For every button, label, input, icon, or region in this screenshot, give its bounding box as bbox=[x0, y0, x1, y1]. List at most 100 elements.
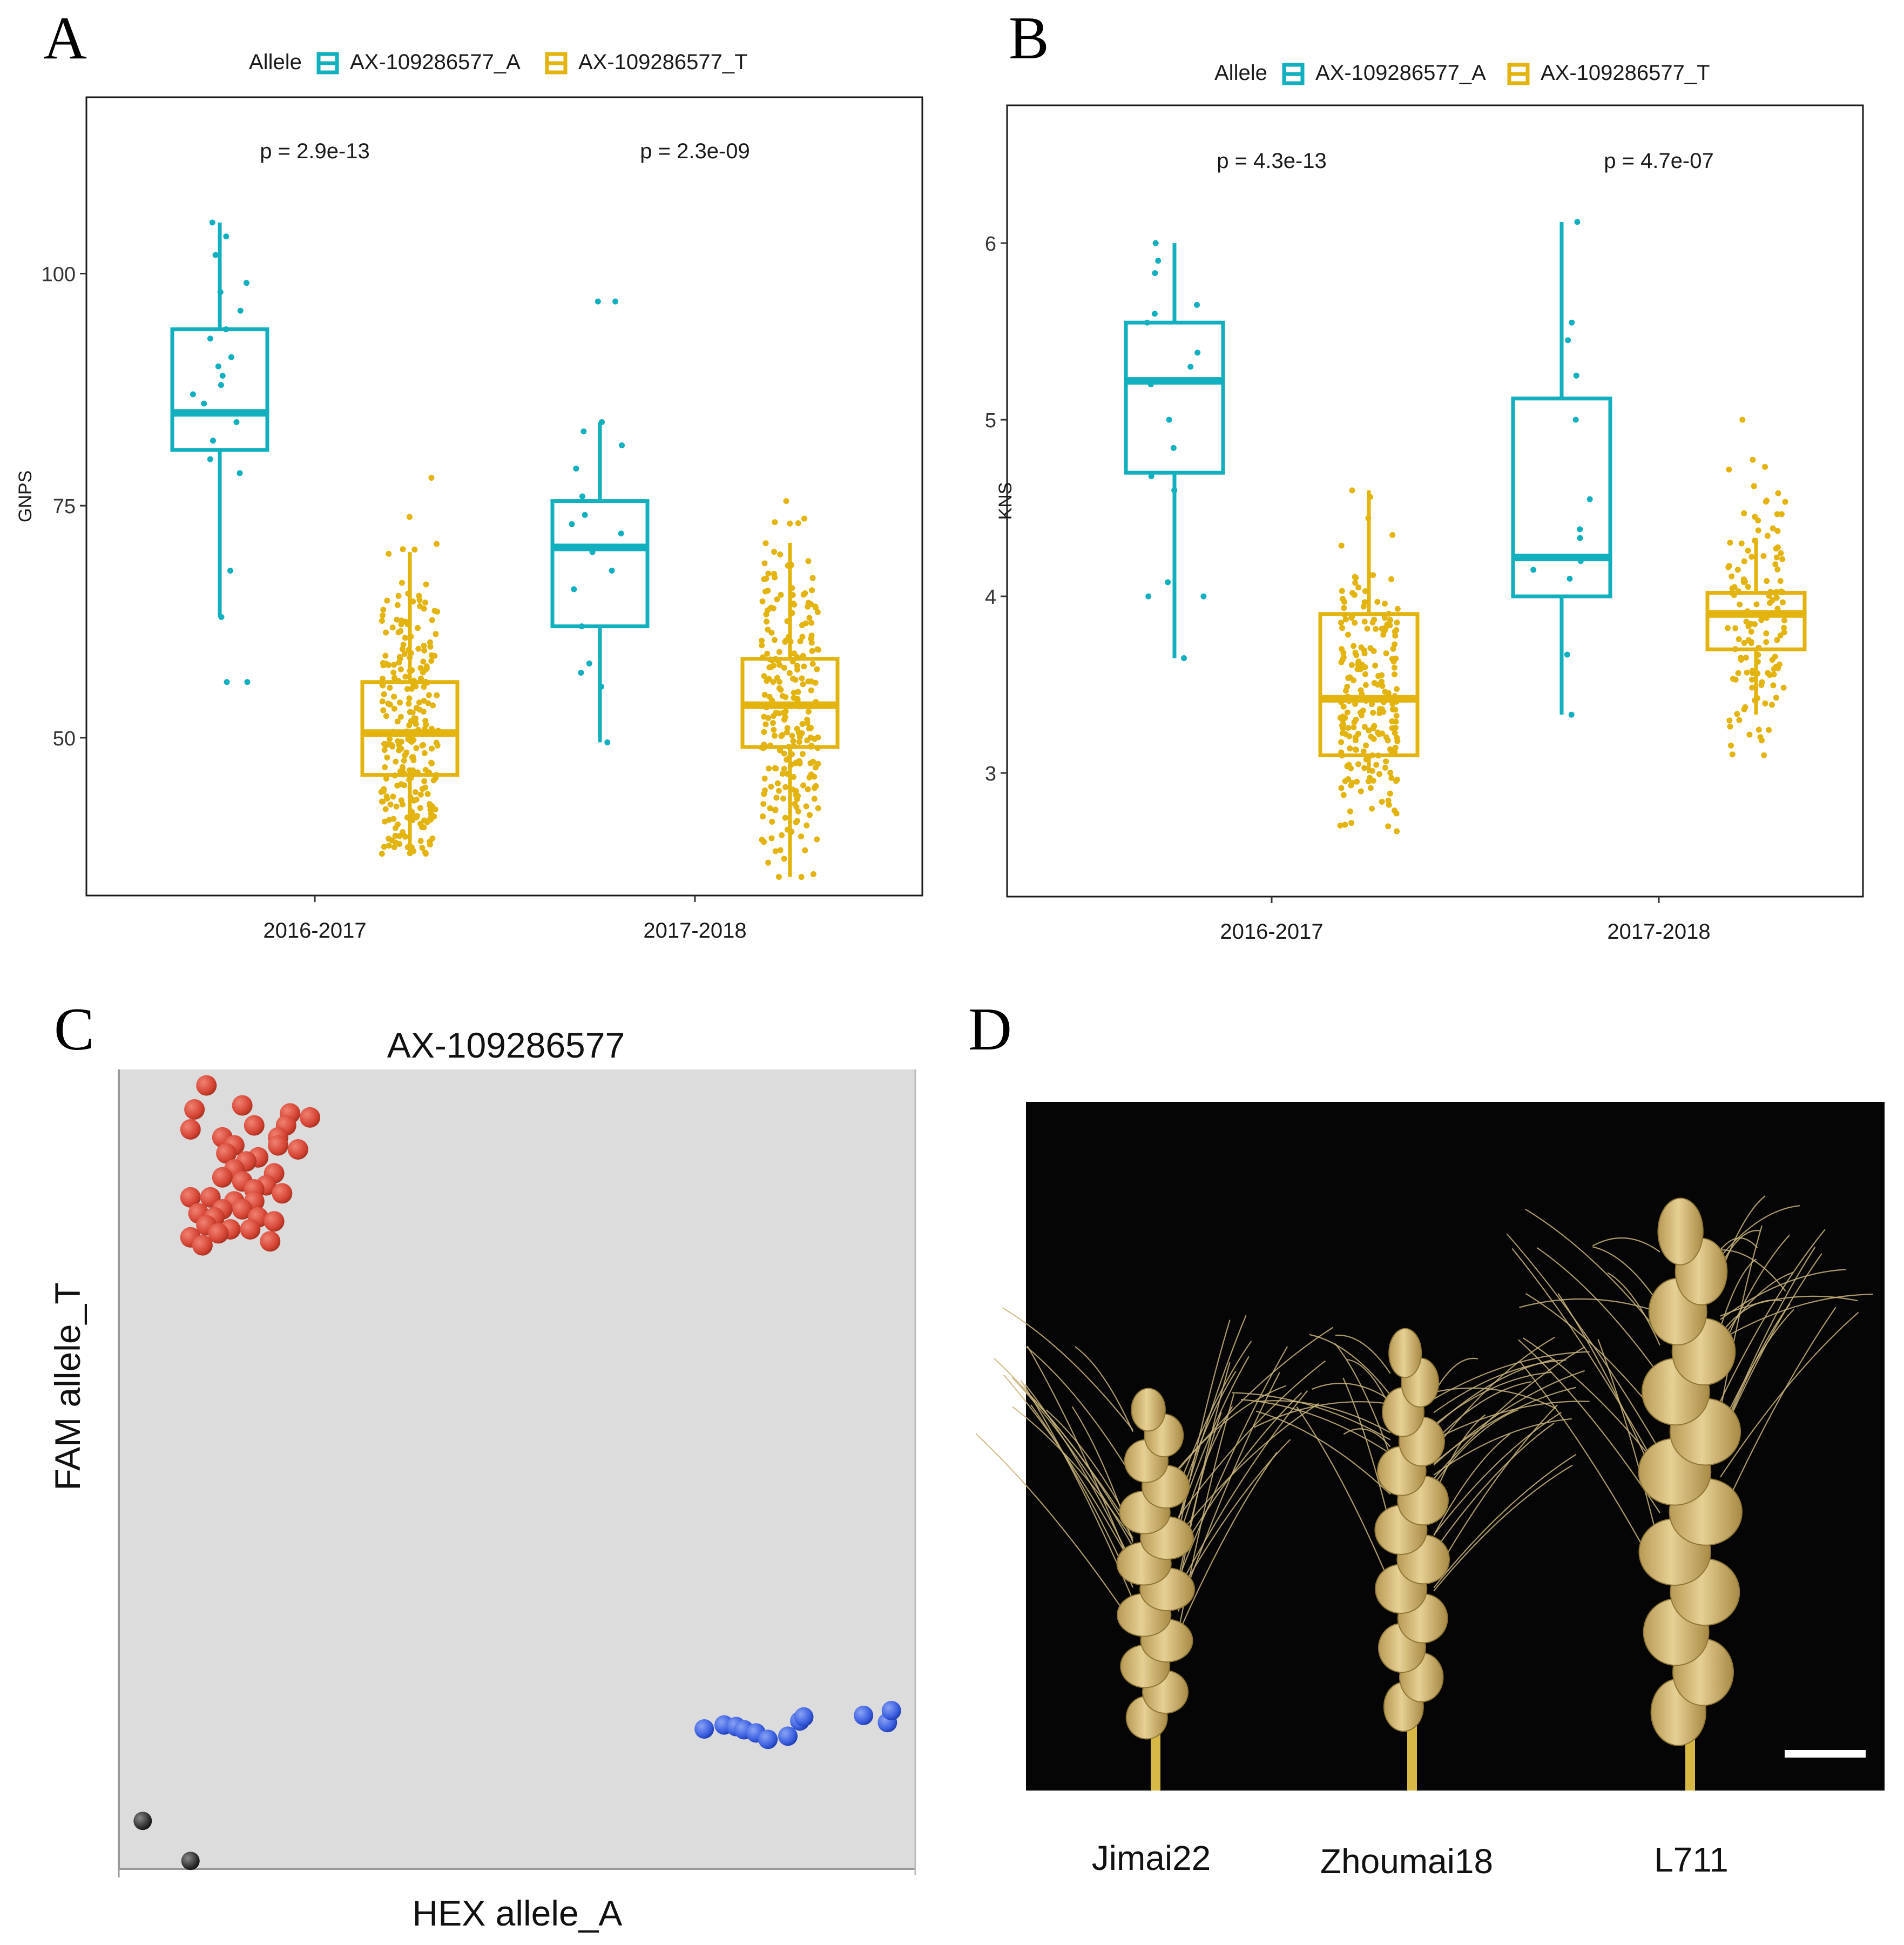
chart-b-point-s1-2017 bbox=[1762, 463, 1768, 470]
chart-b-point-s0-2016 bbox=[1145, 593, 1152, 600]
chart-a-point-s1-2016 bbox=[393, 758, 399, 765]
chart-b-point-s0-2016 bbox=[1166, 416, 1172, 423]
chart-a-point-s1-2016 bbox=[427, 816, 434, 822]
chart-b-point-s1-2016 bbox=[1352, 591, 1358, 598]
chart-a-point-s1-2016 bbox=[430, 702, 436, 709]
chart-a-point-s1-2017 bbox=[796, 738, 802, 745]
chart-a-point-s1-2017 bbox=[761, 714, 767, 720]
chart-a-point-s1-2017 bbox=[768, 835, 775, 842]
chart-b-point-s1-2016 bbox=[1351, 719, 1358, 725]
chart-a-point-s1-2017 bbox=[809, 661, 816, 667]
chart-a-point-s1-2017 bbox=[794, 696, 801, 702]
chart-a-point-s1-2016 bbox=[386, 836, 392, 842]
chart-b-point-s1-2016 bbox=[1339, 722, 1345, 729]
chart-b-point-s1-2016 bbox=[1358, 788, 1364, 795]
chart-a-point-s0-2016 bbox=[233, 419, 240, 426]
chart-b-point-s0-2017 bbox=[1574, 219, 1581, 225]
chart-a-point-s0-2016 bbox=[190, 391, 196, 398]
chart-c-point-red bbox=[180, 1119, 201, 1140]
chart-a-point-s1-2016 bbox=[410, 797, 417, 804]
spike-jimai22-awn bbox=[1178, 1392, 1302, 1557]
chart-b-point-s1-2017 bbox=[1741, 510, 1747, 516]
spike-zhoumai18-awn bbox=[1433, 1359, 1567, 1414]
spike-jimai22-awn bbox=[1177, 1372, 1280, 1612]
chart-b-point-s0-2017 bbox=[1530, 567, 1537, 573]
chart-a-point-s0-2016 bbox=[223, 233, 229, 240]
chart-b-point-s1-2017 bbox=[1779, 599, 1786, 605]
spike-l711-awn bbox=[1597, 1339, 1661, 1550]
chart-a-point-s1-2016 bbox=[421, 778, 428, 784]
chart-b-point-s1-2017 bbox=[1729, 751, 1736, 758]
chart-b-point-s1-2016 bbox=[1361, 647, 1367, 654]
chart-b-point-s1-2016 bbox=[1338, 785, 1345, 791]
chart-b-point-s1-2017 bbox=[1778, 550, 1784, 556]
chart-b-point-s1-2017 bbox=[1774, 566, 1781, 573]
chart-b-ylabel: KNS bbox=[995, 482, 1016, 520]
chart-b-point-s1-2016 bbox=[1367, 785, 1374, 791]
chart-b-point-s1-2017 bbox=[1763, 630, 1770, 637]
chart-a-point-s1-2016 bbox=[382, 806, 389, 812]
chart-a-point-s1-2017 bbox=[765, 570, 772, 577]
chart-a-point-s1-2016 bbox=[433, 631, 439, 637]
chart-b-point-s1-2017 bbox=[1737, 601, 1743, 608]
chart-b-point-s1-2017 bbox=[1758, 737, 1765, 744]
chart-b-point-s1-2016 bbox=[1369, 805, 1375, 812]
chart-a-point-s1-2017 bbox=[791, 650, 798, 657]
spike-jimai22 bbox=[975, 1307, 1333, 1791]
chart-b-point-s0-2016 bbox=[1187, 364, 1194, 370]
chart-a-point-s1-2017 bbox=[808, 601, 814, 608]
chart-a-point-s0-2016 bbox=[237, 307, 244, 314]
chart-b-point-s1-2017 bbox=[1751, 483, 1757, 489]
chart-a-point-s1-2016 bbox=[427, 801, 433, 807]
chart-b-point-s1-2016 bbox=[1391, 664, 1397, 671]
chart-a-point-s0-2017 bbox=[580, 428, 587, 435]
chart-b-point-s1-2016 bbox=[1387, 622, 1393, 629]
chart-b-point-s1-2016 bbox=[1392, 641, 1398, 648]
chart-a-point-s1-2016 bbox=[384, 754, 390, 760]
chart-a-point-s1-2017 bbox=[761, 560, 768, 567]
chart-a-point-s1-2016 bbox=[411, 546, 418, 553]
chart-a-point-s1-2016 bbox=[419, 845, 426, 851]
chart-b-point-s1-2017 bbox=[1771, 666, 1777, 672]
chart-a-point-s1-2016 bbox=[393, 803, 400, 810]
spike-l711-awn bbox=[1719, 1307, 1837, 1518]
chart-b-point-s1-2016 bbox=[1340, 714, 1346, 720]
chart-a-point-s1-2017 bbox=[792, 676, 799, 683]
chart-a-point-s0-2016 bbox=[218, 382, 224, 388]
legend-b: Allele AX-109286577_A AX-109286577_T bbox=[1214, 61, 1710, 85]
chart-b-point-s1-2017 bbox=[1743, 655, 1749, 661]
spike-l711-awn bbox=[1719, 1253, 1822, 1440]
chart-a-point-s1-2016 bbox=[431, 652, 438, 659]
chart-b-point-s1-2016 bbox=[1345, 724, 1352, 731]
chart-a-p-value-2017: p = 2.3e-09 bbox=[640, 139, 750, 163]
chart-b-point-s1-2016 bbox=[1342, 778, 1348, 784]
spike-zhoumai18-awn bbox=[1433, 1351, 1590, 1400]
spike-l711-awn bbox=[1607, 1272, 1661, 1346]
chart-a-point-s0-2016 bbox=[237, 470, 243, 476]
chart-a-point-s0-2016 bbox=[228, 354, 234, 360]
spike-zhoumai18-awn bbox=[1434, 1387, 1557, 1409]
chart-b-point-s1-2017 bbox=[1750, 456, 1756, 463]
spike-l711-awn bbox=[1720, 1269, 1846, 1320]
chart-b-point-s1-2017 bbox=[1776, 661, 1783, 668]
chart-a-point-s1-2017 bbox=[782, 815, 788, 821]
legend-b-entry-allele-t: AX-109286577_T bbox=[1541, 61, 1710, 85]
chart-b-point-s1-2017 bbox=[1727, 742, 1734, 749]
chart-a-point-s1-2017 bbox=[763, 575, 769, 582]
chart-b-box-s0-2017 bbox=[1511, 396, 1612, 598]
legend-b-entry-allele-a: AX-109286577_A bbox=[1315, 61, 1486, 85]
chart-b-point-s1-2016 bbox=[1352, 574, 1358, 580]
chart-a-point-s1-2016 bbox=[426, 692, 432, 698]
chart-a-point-s1-2016 bbox=[417, 791, 424, 798]
chart-b-point-s1-2016 bbox=[1394, 776, 1400, 783]
chart-a-point-s1-2016 bbox=[425, 700, 431, 706]
chart-a-point-s1-2017 bbox=[768, 783, 774, 790]
chart-b-point-s1-2016 bbox=[1365, 778, 1372, 785]
chart-b-point-s1-2017 bbox=[1748, 554, 1755, 560]
chart-a-point-s0-2016 bbox=[201, 400, 207, 407]
chart-a-point-s1-2016 bbox=[383, 775, 389, 782]
chart-a-point-s1-2016 bbox=[379, 798, 385, 805]
chart-b-point-s1-2016 bbox=[1351, 724, 1357, 730]
chart-c-point-red bbox=[260, 1231, 281, 1252]
